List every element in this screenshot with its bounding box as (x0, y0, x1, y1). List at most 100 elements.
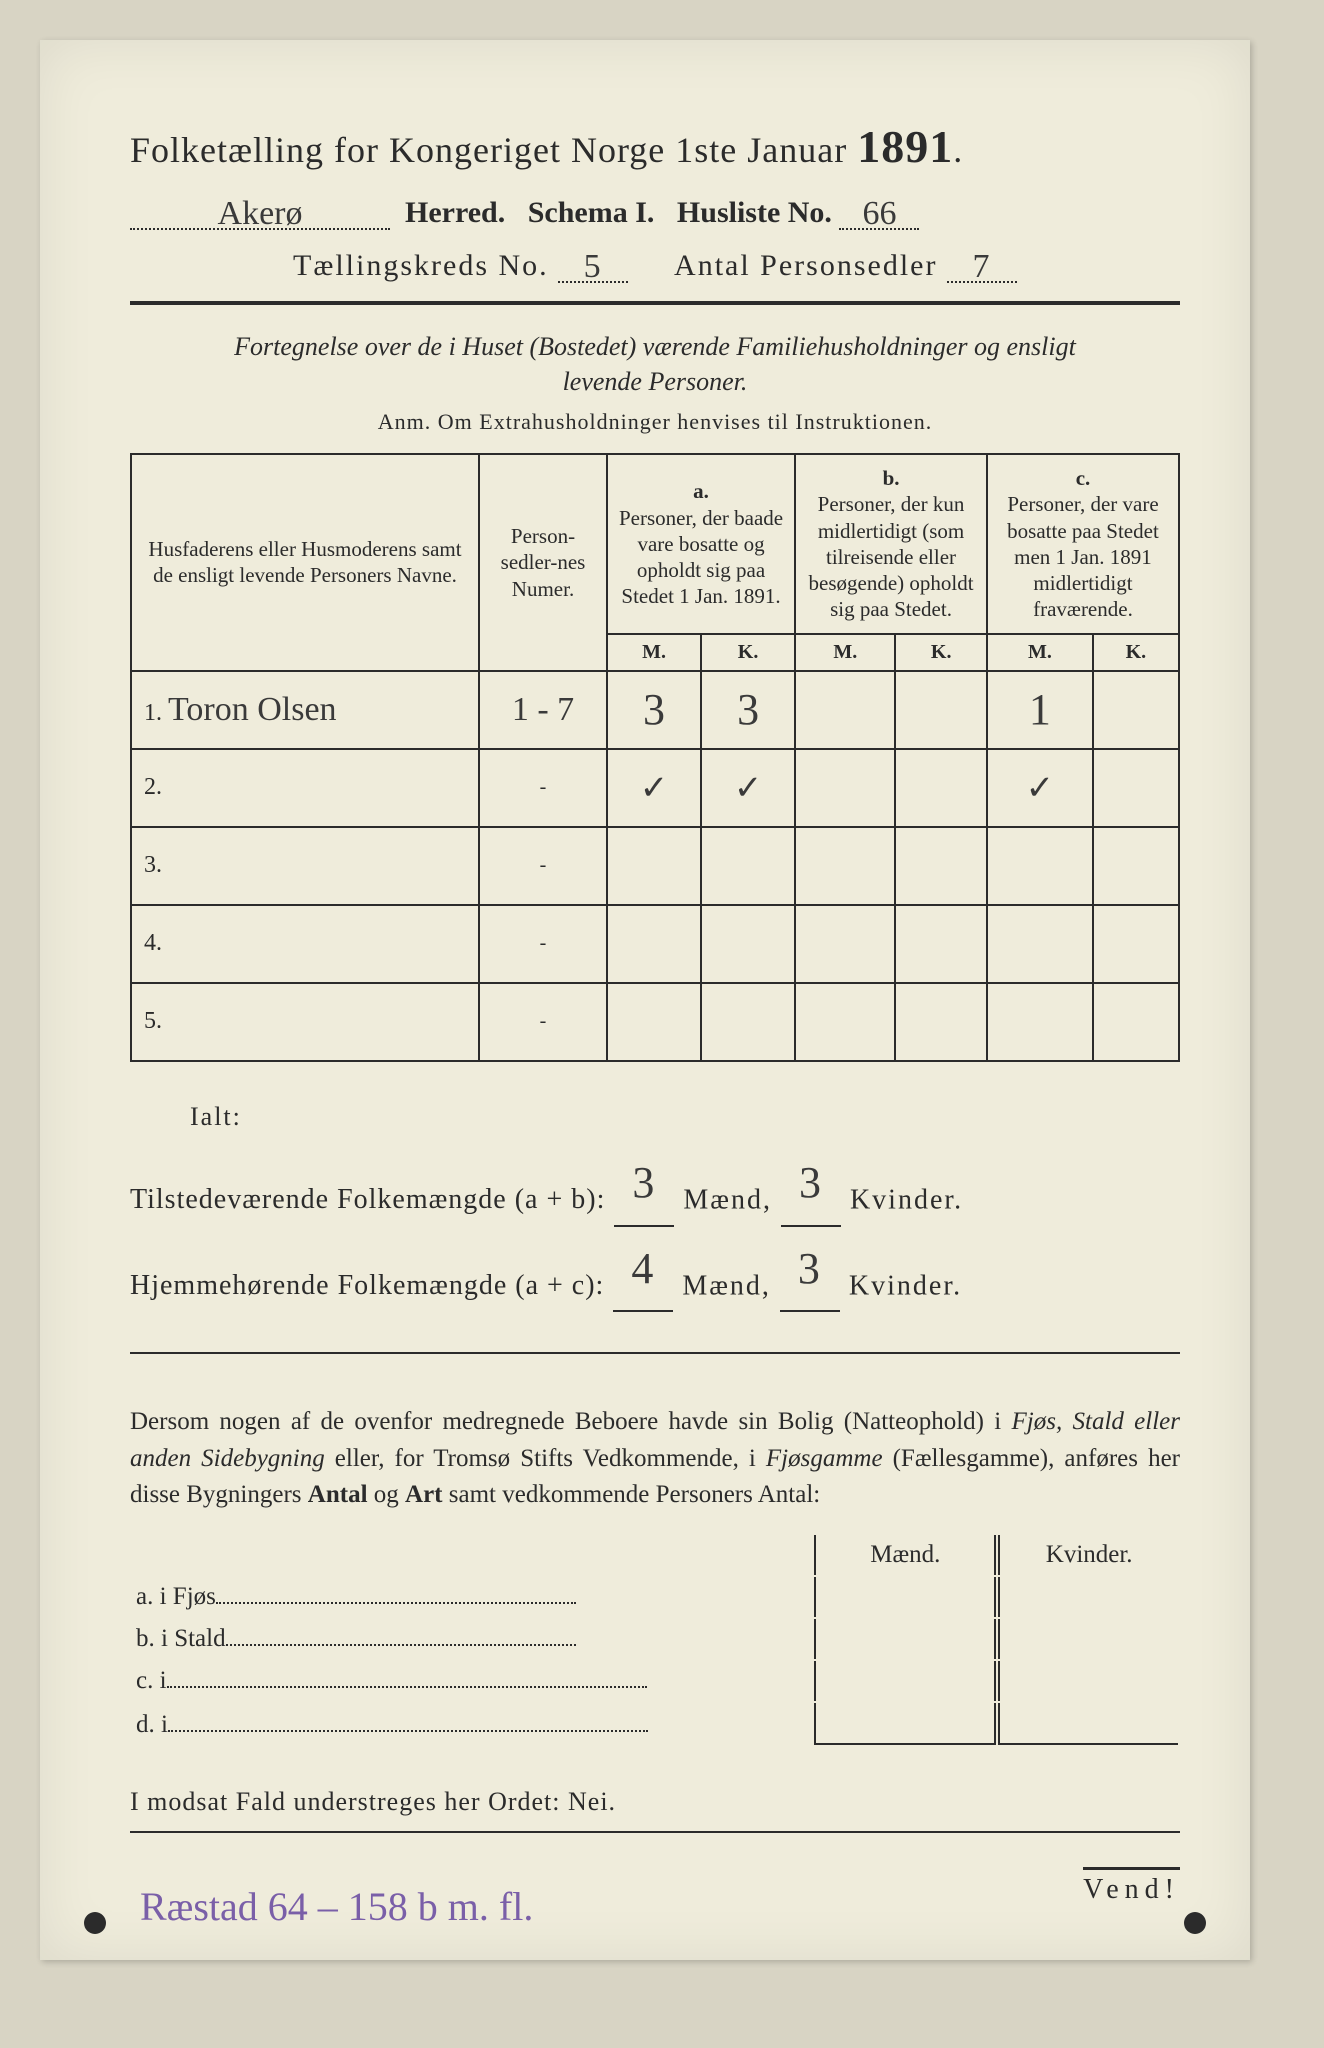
cell (895, 827, 987, 905)
cell (795, 827, 895, 905)
cell (998, 1577, 1178, 1617)
col-b-text: Personer, der kun midlertidigt (som tilr… (809, 492, 974, 621)
table-row: 1. Toron Olsen 1 - 7 3 3 1 (131, 671, 1179, 749)
cell: - (540, 1010, 547, 1032)
antal-label: Antal Personsedler (674, 249, 937, 282)
intro-line2: levende Personer. (563, 367, 748, 396)
title-year: 1891 (857, 121, 953, 172)
cell (998, 1703, 1178, 1745)
table-row: 3. - (131, 827, 1179, 905)
cell: ✓ (640, 770, 669, 807)
vend-label: Vend! (1083, 1867, 1180, 1906)
cell (701, 827, 795, 905)
a-m: M. (607, 634, 701, 671)
row-num: 4. (144, 930, 162, 956)
row-num: 2. (144, 774, 162, 800)
cell (814, 1703, 996, 1745)
tilstede-m: 3 (632, 1158, 656, 1207)
maend-label: Mænd, (683, 1184, 772, 1215)
sub-c: c. i (136, 1667, 167, 1694)
divider (130, 1352, 1180, 1354)
para-b1: Antal (308, 1481, 368, 1508)
cell (701, 905, 795, 983)
cell (814, 1577, 996, 1617)
col-num: Person-sedler-nes Numer. (479, 454, 607, 671)
para-t5: samt vedkommende Personers Antal: (443, 1481, 821, 1508)
paragraph: Dersom nogen af de ovenfor medregnede Be… (130, 1404, 1180, 1513)
table-row: 5. - (131, 983, 1179, 1061)
herred-label: Herred. (405, 196, 505, 229)
schema-label: Schema I. (528, 196, 655, 229)
cell (1093, 983, 1179, 1061)
nei-line: I modsat Fald understreges her Ordet: Ne… (130, 1787, 1180, 1817)
hjemme-k: 3 (798, 1244, 822, 1293)
cell (987, 983, 1093, 1061)
col-c-text: Personer, der vare bosatte paa Stedet me… (1007, 492, 1159, 621)
para-t2: eller, for Tromsø Stifts Vedkommende, i (325, 1445, 766, 1472)
row-name: Toron Olsen (168, 691, 337, 728)
cell (795, 905, 895, 983)
cell: - (540, 776, 547, 798)
title-text: Folketælling for Kongeriget Norge 1ste J… (130, 130, 847, 170)
cell (895, 905, 987, 983)
para-b2: Art (405, 1481, 442, 1508)
cell: ✓ (734, 770, 763, 807)
herred-value: Akerø (218, 195, 303, 232)
para-i2: Fjøsgamme (766, 1445, 883, 1472)
cell (607, 827, 701, 905)
sub-a: a. i Fjøs (136, 1583, 216, 1610)
ialt-label: Ialt: (190, 1092, 1180, 1141)
census-form-page: Folketælling for Kongeriget Norge 1ste J… (40, 40, 1250, 1960)
cell (607, 905, 701, 983)
row-num: 5. (144, 1008, 162, 1034)
cell (1093, 749, 1179, 827)
punch-hole-icon (84, 1912, 106, 1934)
sub-table: Mænd. Kvinder. a. i Fjøs b. i Stald c. i… (130, 1533, 1180, 1747)
cell (1093, 905, 1179, 983)
divider (130, 301, 1180, 305)
kvinder-label: Kvinder. (850, 1184, 963, 1215)
cell (814, 1661, 996, 1701)
footnote: Ræstad 64 – 158 b m. fl. (140, 1883, 533, 1930)
b-m: M. (795, 634, 895, 671)
cell (795, 749, 895, 827)
cell: - (540, 854, 547, 876)
anm-text: Anm. Om Extrahusholdninger henvises til … (130, 409, 1180, 435)
table-row: 2. - ✓ ✓ ✓ (131, 749, 1179, 827)
col-b-hdr: b. (883, 466, 900, 490)
cell (895, 983, 987, 1061)
page-title: Folketælling for Kongeriget Norge 1ste J… (130, 120, 1180, 173)
sub-maend: Mænd. (814, 1535, 996, 1575)
intro-text: Fortegnelse over de i Huset (Bostedet) v… (130, 329, 1180, 399)
cell: 1 (1029, 685, 1051, 734)
cell (795, 983, 895, 1061)
tilstede-k: 3 (799, 1158, 823, 1207)
cell (607, 983, 701, 1061)
col-a-text: Personer, der baade vare bosatte og opho… (619, 506, 783, 609)
cell: 3 (643, 685, 665, 734)
sub-d: d. i (136, 1711, 168, 1738)
totals-block: Ialt: Tilstedeværende Folkemængde (a + b… (130, 1092, 1180, 1313)
cell (1093, 827, 1179, 905)
kvinder-label: Kvinder. (849, 1270, 962, 1301)
col-name: Husfaderens eller Husmoderens samt de en… (131, 454, 479, 671)
maend-label: Mænd, (682, 1270, 771, 1301)
cell: 1 - 7 (512, 691, 574, 728)
cell (998, 1619, 1178, 1659)
header-row-3: Tællingskreds No. 5 Antal Personsedler 7 (130, 248, 1180, 283)
c-m: M. (987, 634, 1093, 671)
cell (998, 1661, 1178, 1701)
cell (895, 749, 987, 827)
col-c-hdr: c. (1076, 466, 1091, 490)
col-b: b. Personer, der kun midlertidigt (som t… (795, 454, 987, 634)
punch-hole-icon (1184, 1912, 1206, 1934)
hjemme-m: 4 (631, 1244, 655, 1293)
main-table: Husfaderens eller Husmoderens samt de en… (130, 453, 1180, 1062)
kreds-label: Tællingskreds No. (293, 249, 549, 282)
c-k: K. (1093, 634, 1179, 671)
cell (987, 827, 1093, 905)
sub-kvinder: Kvinder. (998, 1535, 1178, 1575)
col-a: a. Personer, der baade vare bosatte og o… (607, 454, 795, 634)
cell (987, 905, 1093, 983)
divider (130, 1831, 1180, 1833)
